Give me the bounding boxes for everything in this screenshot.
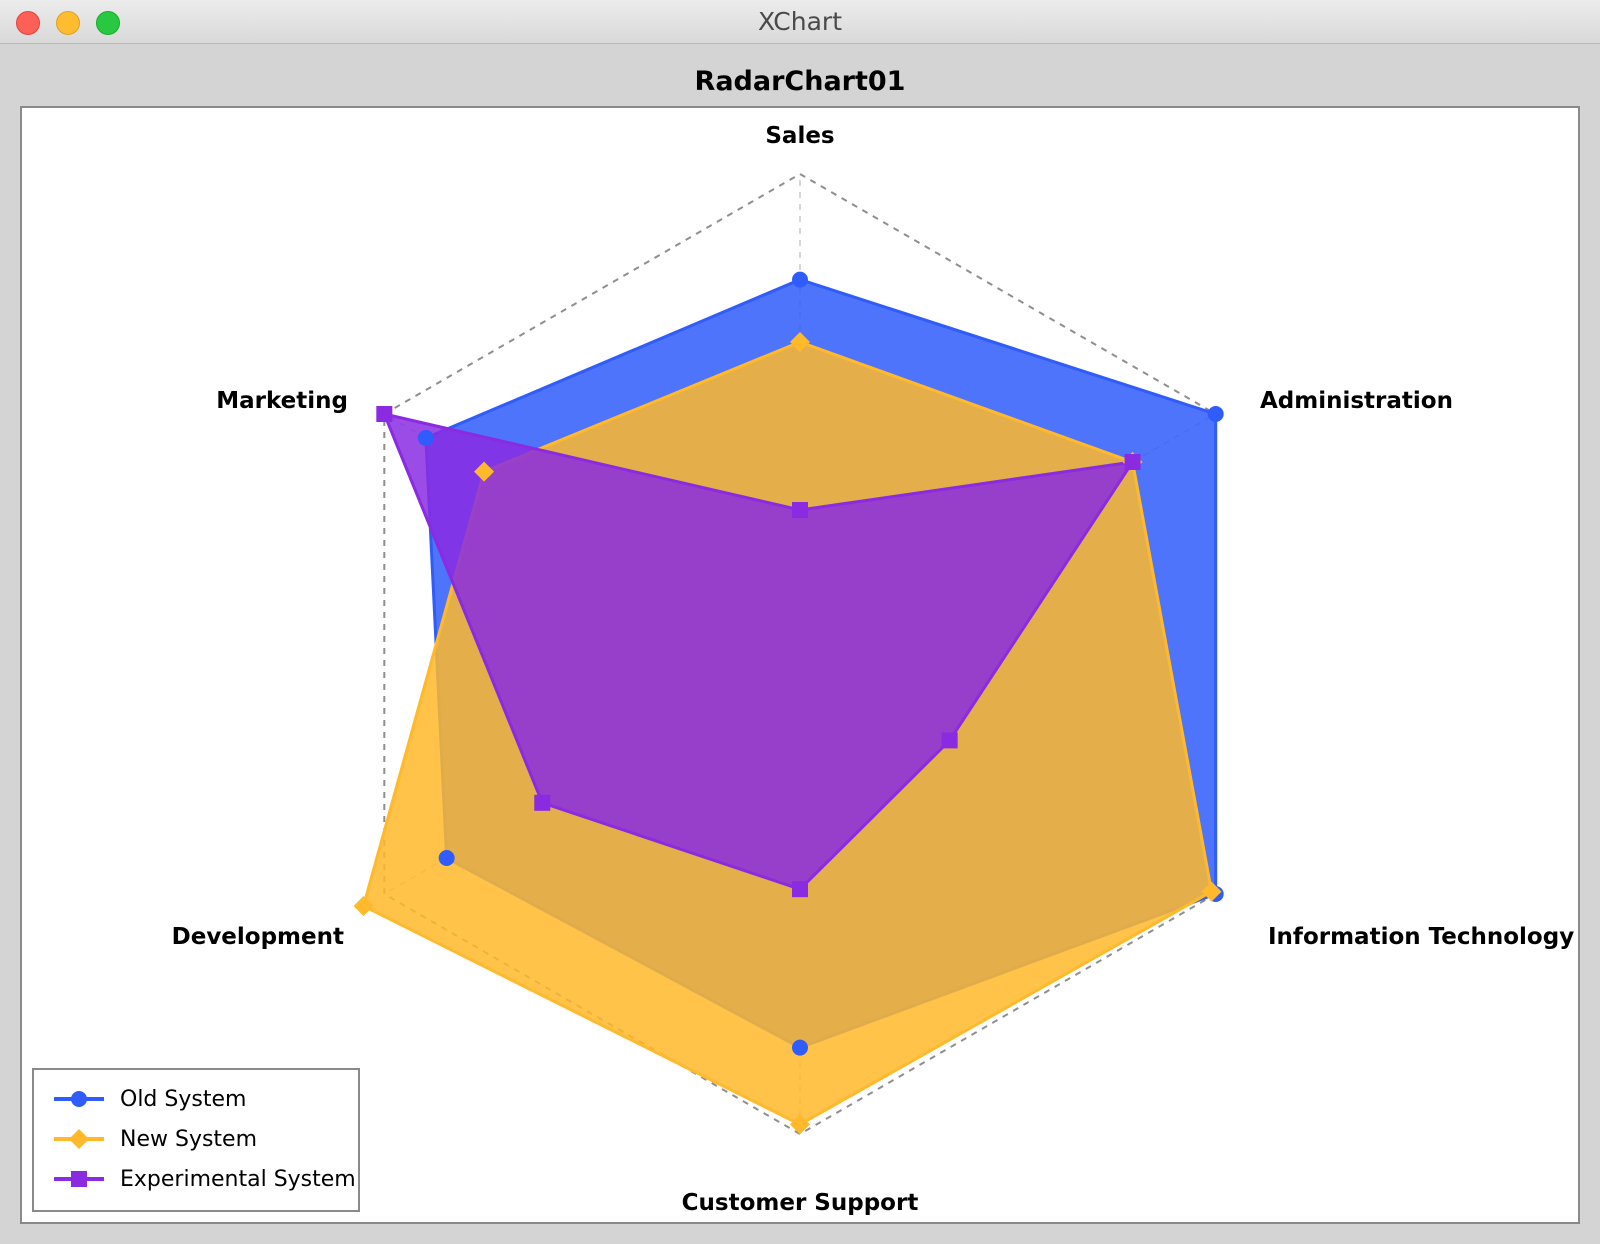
legend-item-experimental-system: Experimental System <box>52 1164 356 1194</box>
window-titlebar: XChart <box>0 0 1600 44</box>
legend-label-new-system: New System <box>120 1126 258 1152</box>
legend-item-old-system: Old System <box>52 1084 246 1114</box>
axis-label-information-technology: Information Technology <box>1268 924 1574 950</box>
maximize-window-button[interactable] <box>96 11 120 35</box>
legend-marker-new-system <box>54 1129 104 1149</box>
legend: Old System New System Experimental Syste… <box>32 1068 360 1212</box>
data-point-new-system-4 <box>353 896 374 916</box>
data-point-experimental-system-0 <box>792 502 808 518</box>
data-point-new-system-3 <box>790 1114 810 1135</box>
close-window-button[interactable] <box>16 11 40 35</box>
legend-item-new-system: New System <box>52 1124 257 1154</box>
minimize-window-button[interactable] <box>56 11 80 35</box>
axis-label-development: Development <box>172 924 344 950</box>
axis-label-customer-support: Customer Support <box>682 1190 919 1216</box>
window-title: XChart <box>757 7 842 36</box>
legend-label-old-system: Old System <box>120 1086 247 1112</box>
axis-label-sales: Sales <box>765 123 834 149</box>
legend-marker-experimental-system <box>54 1171 104 1187</box>
data-point-old-system-3 <box>792 1039 808 1056</box>
axis-label-administration: Administration <box>1260 388 1453 414</box>
legend-marker-old-system <box>54 1091 104 1107</box>
data-point-experimental-system-1 <box>1124 454 1141 470</box>
data-point-old-system-4 <box>438 850 455 866</box>
data-point-new-system-5 <box>474 461 495 482</box>
data-point-experimental-system-5 <box>376 406 393 422</box>
legend-label-experimental-system: Experimental System <box>120 1166 356 1192</box>
data-point-old-system-1 <box>1207 406 1224 422</box>
data-point-new-system-0 <box>790 332 810 352</box>
data-point-new-system-2 <box>1201 881 1222 902</box>
data-point-experimental-system-2 <box>941 732 958 749</box>
chart-title: RadarChart01 <box>694 66 906 97</box>
data-point-old-system-0 <box>792 271 808 288</box>
axis-label-marketing: Marketing <box>216 388 348 414</box>
data-point-experimental-system-4 <box>534 794 551 811</box>
data-point-old-system-5 <box>417 430 434 446</box>
data-point-experimental-system-3 <box>792 881 808 898</box>
